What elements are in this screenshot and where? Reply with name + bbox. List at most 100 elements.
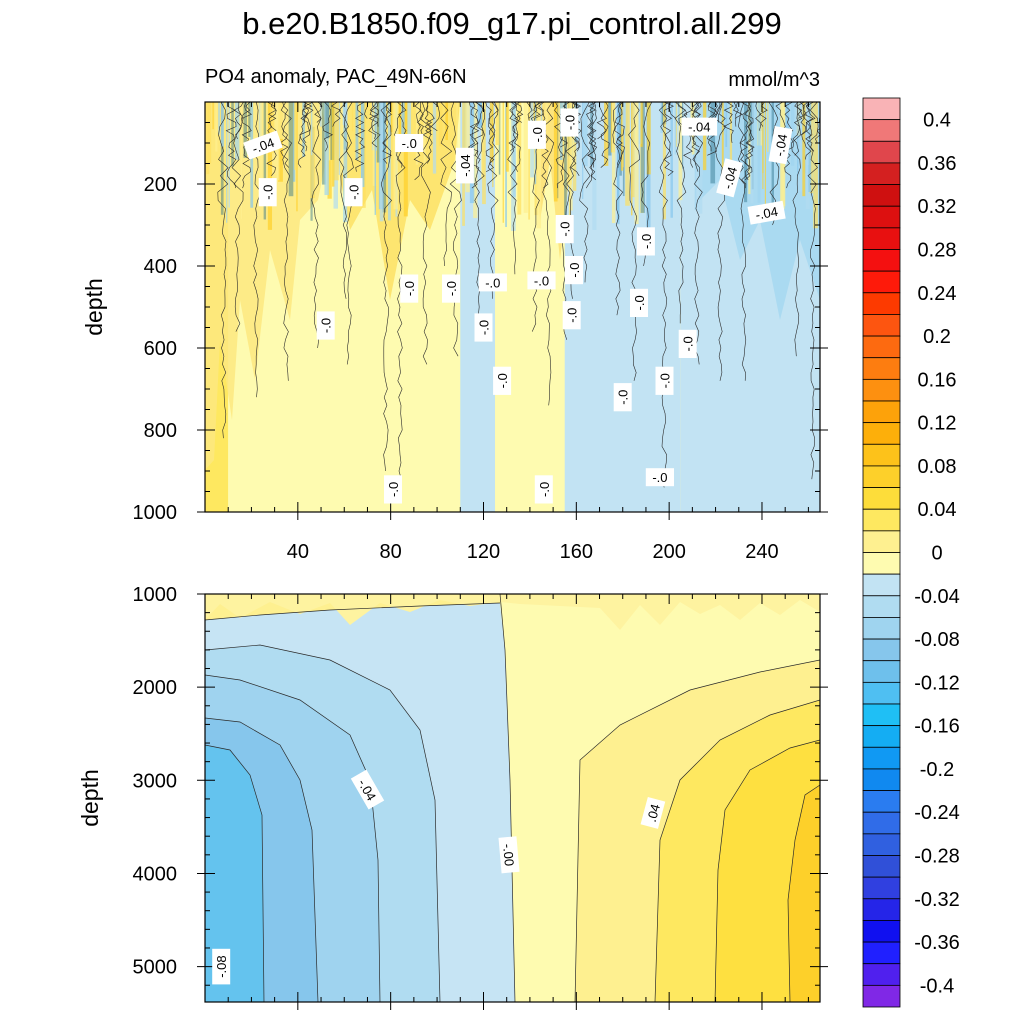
surface-streak: [632, 102, 635, 198]
surface-streak: [342, 102, 348, 125]
lower-contour-label-box: [212, 948, 231, 985]
upper-surface-contour: [733, 102, 743, 119]
surface-streak: [215, 102, 218, 152]
upper-contour-label-text: -.0: [534, 273, 549, 288]
colorbar-box-39: [862, 941, 901, 965]
upper-x-tick-label: 160: [560, 541, 593, 563]
upper-contour-label-text: -.0: [537, 482, 552, 497]
upper-surface-contour: [233, 102, 244, 140]
upper-contour-label-text: -.0: [632, 295, 647, 310]
lower-contour-label-text: -.00: [500, 843, 517, 867]
surface-streak: [634, 102, 639, 225]
upper-contour-label: -.0: [478, 273, 507, 292]
surface-streak: [702, 102, 707, 171]
surface-streak: [310, 102, 315, 199]
lower-y-tick-label: 1000: [133, 584, 178, 606]
upper-ticks: [197, 102, 828, 520]
surface-streak: [334, 102, 339, 181]
upper-contour-12: [473, 102, 486, 332]
surface-streak: [361, 102, 365, 188]
surface-streak: [573, 102, 577, 191]
upper-surface-contour: [299, 102, 310, 152]
colorbar-box-32: [862, 790, 901, 813]
upper-contour-16: [542, 102, 555, 406]
upper-y-tick-label: 200: [144, 174, 177, 196]
upper-surface-contour: [719, 102, 726, 123]
upper-contour-label-box: [243, 130, 283, 160]
surface-streak: [389, 102, 393, 133]
upper-contour-label: -.0: [384, 475, 402, 504]
upper-contour-label-text: -.04: [250, 135, 276, 157]
surface-streak: [423, 102, 426, 164]
upper-surface-contour: [508, 102, 519, 152]
surface-streak: [623, 102, 625, 150]
upper-contour-label-text: -.0: [495, 373, 510, 388]
upper-surface-contour: [755, 102, 764, 127]
surface-streak: [220, 102, 224, 147]
upper-contour-label: -.04: [716, 158, 743, 198]
upper-contour-label-text: -.0: [565, 308, 580, 323]
upper-y-tick-label: 600: [144, 338, 177, 360]
upper-contour-27: [737, 102, 747, 381]
lower-frame: [204, 593, 821, 1003]
surface-streak: [403, 102, 408, 217]
upper-y-tick-label: 400: [144, 256, 177, 278]
surface-streak: [764, 102, 766, 204]
colorbar-box-37: [862, 898, 901, 921]
upper-contour-21: [628, 102, 641, 381]
upper-contour-label: -.0: [565, 256, 583, 285]
upper-contour-label: -.0: [655, 366, 674, 395]
upper-surface-contour: [796, 102, 807, 136]
upper-contour-label-box: [493, 366, 512, 395]
surface-streak: [646, 102, 651, 175]
upper-contour-label-box: [613, 383, 632, 412]
upper-surface-contour: [585, 102, 597, 189]
surface-streak: [517, 102, 522, 215]
upper-surface-contour: [489, 102, 499, 135]
upper-surface-contour: [792, 102, 803, 156]
colorbar-box-14: [862, 400, 901, 424]
lower-band-pos-core: [788, 785, 820, 1002]
figure-title: b.e20.B1850.f09_g17.pi_control.all.299: [242, 6, 782, 41]
upper-contour-label-box: [555, 215, 574, 244]
upper-x-tick-labels: 40 80 120 160 200 240: [287, 541, 779, 563]
surface-streak: [564, 102, 567, 220]
colorbar-box-26: [862, 660, 901, 683]
colorbar-boxes: [862, 97, 901, 1008]
upper-contour-label-box: [562, 301, 581, 330]
surface-streak: [220, 102, 224, 215]
colorbar-box-38: [862, 920, 901, 943]
upper-contour-label-text: -.04: [720, 165, 740, 191]
colorbar-box-33: [862, 811, 901, 835]
surface-streak: [248, 102, 251, 137]
upper-contour-label-text: -.04: [754, 204, 779, 223]
colorbar-label: 0.36: [918, 153, 957, 175]
lower-band-neg-core: [205, 745, 264, 1002]
lower-y-tick-label: 4000: [133, 863, 178, 885]
upper-x-tick-label: 80: [380, 541, 402, 563]
colorbar-label: -0.04: [914, 586, 960, 608]
upper-contour-label-box: [655, 366, 674, 395]
surface-streak: [218, 102, 220, 135]
surface-streak: [445, 102, 448, 141]
surface-streak: [456, 102, 458, 170]
upper-contour-label-box: [527, 120, 546, 149]
upper-surface-contour: [354, 102, 366, 172]
surface-streak: [338, 102, 341, 175]
upper-contour-label-text: -.0: [485, 275, 500, 290]
colorbar-box-8: [862, 270, 901, 294]
upper-field: [205, 102, 820, 512]
colorbar-label: 0.04: [918, 499, 957, 521]
surface-streak: [212, 102, 214, 130]
upper-y-tick-label: 1000: [133, 502, 178, 524]
upper-contour-0: [217, 102, 229, 439]
upper-contour-label-box: [645, 468, 674, 487]
upper-contour-label-text: -.0: [477, 320, 492, 335]
colorbar-label: -0.12: [914, 672, 960, 694]
upper-contour-label-text: -.0: [567, 263, 582, 278]
colorbar-box-1: [862, 119, 901, 142]
surface-streak: [393, 102, 399, 210]
upper-contour-label-box: [474, 313, 493, 342]
